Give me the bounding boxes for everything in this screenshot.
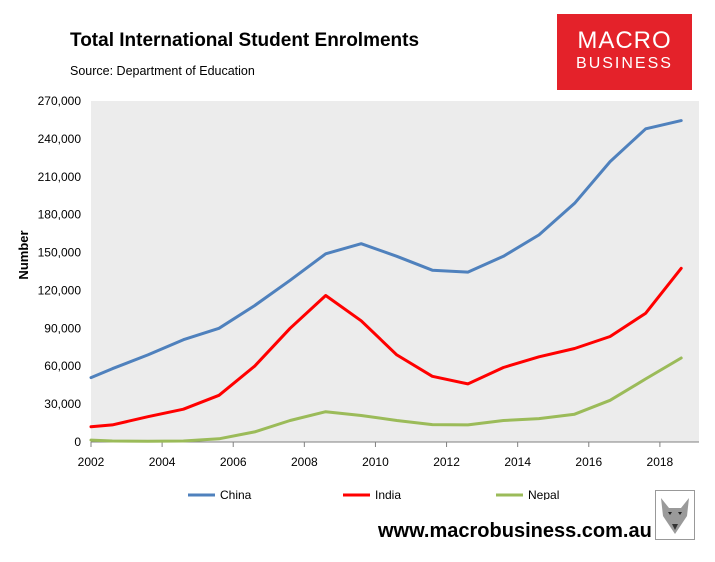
wolf-mascot-icon bbox=[655, 490, 695, 540]
line-chart: 0 30,000 60,000 90,000 120,000 150,000 180,000… bbox=[16, 94, 699, 500]
y-tick-label: 90,000 bbox=[44, 321, 81, 335]
x-tick-label: 2008 bbox=[291, 455, 318, 469]
x-tick-label: 2010 bbox=[362, 455, 389, 469]
series-line-india bbox=[89, 266, 683, 429]
legend: China India Nepal bbox=[188, 488, 559, 500]
x-tick-label: 2018 bbox=[647, 455, 674, 469]
y-tick-label: 180,000 bbox=[38, 208, 82, 222]
x-axis-ticks: 2002 2004 2006 2008 2010 2012 2014 2016 2018 bbox=[78, 442, 674, 469]
legend-label-india: India bbox=[375, 488, 401, 500]
macrobusiness-logo: MACRO BUSINESS bbox=[557, 14, 692, 90]
x-tick-label: 2006 bbox=[220, 455, 247, 469]
series-line-nepal bbox=[89, 356, 683, 443]
y-axis-ticks: 0 30,000 60,000 90,000 120,000 150,000 180,000… bbox=[38, 94, 82, 449]
logo-line-2: BUSINESS bbox=[576, 55, 673, 72]
plot-area bbox=[91, 101, 699, 442]
series-line-china bbox=[89, 119, 683, 380]
y-tick-label: 150,000 bbox=[38, 246, 82, 260]
logo-line-1: MACRO bbox=[577, 27, 672, 54]
y-tick-label: 120,000 bbox=[38, 283, 82, 297]
y-tick-label: 30,000 bbox=[44, 397, 81, 411]
x-tick-label: 2004 bbox=[149, 455, 176, 469]
x-tick-label: 2012 bbox=[433, 455, 460, 469]
x-tick-label: 2014 bbox=[504, 455, 531, 469]
y-tick-label: 240,000 bbox=[38, 132, 82, 146]
y-axis-label: Number bbox=[16, 230, 31, 279]
y-tick-label: 60,000 bbox=[44, 359, 81, 373]
x-tick-label: 2016 bbox=[575, 455, 602, 469]
y-tick-label: 270,000 bbox=[38, 94, 82, 108]
y-tick-label: 210,000 bbox=[38, 170, 82, 184]
website-url: www.macrobusiness.com.au bbox=[378, 520, 652, 542]
legend-label-china: China bbox=[220, 488, 252, 500]
series-lines bbox=[89, 119, 683, 443]
legend-label-nepal: Nepal bbox=[528, 488, 559, 500]
chart-title: Total International Student Enrolments bbox=[70, 30, 420, 51]
chart-subtitle: Source: Department of Education bbox=[70, 64, 255, 78]
x-tick-label: 2002 bbox=[78, 455, 105, 469]
y-tick-label: 0 bbox=[74, 435, 81, 449]
